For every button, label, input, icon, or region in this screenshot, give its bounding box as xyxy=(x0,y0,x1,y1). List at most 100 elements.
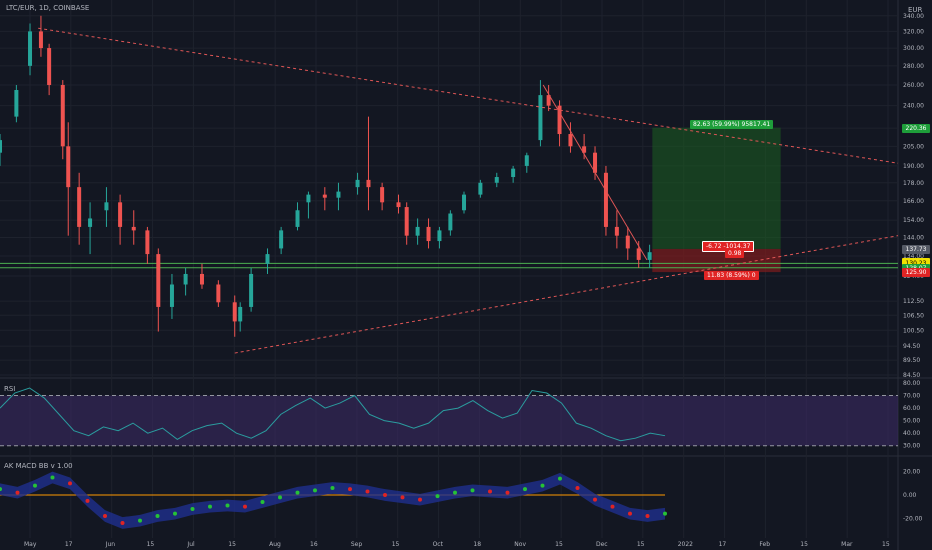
price-tick-label: 178.00 xyxy=(903,180,924,187)
macd-dot xyxy=(278,495,282,500)
candle-body xyxy=(404,207,409,236)
macd-title: AK MACD BB v 1.00 xyxy=(4,462,73,470)
candle-body xyxy=(366,179,371,188)
time-tick-label: 15 xyxy=(882,541,890,548)
price-tick-label: 280.00 xyxy=(903,63,924,70)
price-tick-label: 240.00 xyxy=(903,103,924,110)
candle-body xyxy=(199,273,204,285)
candle-body xyxy=(14,89,19,117)
macd-dot xyxy=(348,487,352,492)
price-tick-label: 320.00 xyxy=(903,28,924,35)
macd-dot xyxy=(225,503,230,508)
candle-body xyxy=(279,230,284,249)
candle-body xyxy=(156,254,161,307)
macd-dot xyxy=(610,504,615,509)
price-tick-label: 89.50 xyxy=(903,357,920,364)
candle-body xyxy=(538,95,543,141)
candle-body xyxy=(437,230,442,242)
macd-dot xyxy=(645,514,650,518)
candle-body xyxy=(462,194,467,211)
price-tick-label: 84.50 xyxy=(903,372,920,379)
candle-body xyxy=(614,226,619,236)
trendline xyxy=(234,235,899,354)
macd-dot xyxy=(243,504,247,509)
candle-body xyxy=(104,202,109,211)
macd-dot xyxy=(330,486,335,490)
macd-dot xyxy=(173,511,177,516)
trendline xyxy=(542,84,648,261)
macd-dot xyxy=(400,495,405,500)
macd-dot xyxy=(488,489,492,494)
candle-body xyxy=(232,302,237,322)
price-tick-label: 166.00 xyxy=(903,198,924,205)
price-tick-label: 112.50 xyxy=(903,298,924,305)
candle-body xyxy=(60,84,65,147)
time-tick-label: Oct xyxy=(433,541,444,548)
macd-dot xyxy=(593,497,597,502)
macd-dot xyxy=(295,490,300,495)
candle-body xyxy=(524,155,529,166)
price-tag: 137.73 xyxy=(902,244,930,254)
candle-body xyxy=(625,235,630,249)
stop-zone xyxy=(652,248,781,273)
macd-dot xyxy=(383,493,387,497)
macd-dot xyxy=(663,511,667,516)
macd-dot xyxy=(120,521,125,525)
rsi-tick-label: 30.00 xyxy=(903,443,920,450)
rsi-line xyxy=(0,387,666,442)
candle-body xyxy=(47,48,52,85)
price-tag: 125.90 xyxy=(902,268,930,278)
symbol-title: LTC/EUR, 1D, COINBASE xyxy=(6,4,90,12)
candle-body xyxy=(238,306,243,322)
candle-body xyxy=(118,202,123,227)
time-tick-label: May xyxy=(24,541,37,548)
time-tick-label: Dec xyxy=(596,541,608,548)
time-tick-label: 17 xyxy=(719,541,727,548)
candle-body xyxy=(306,194,311,203)
candle-body xyxy=(478,182,483,195)
macd-dot xyxy=(190,507,195,511)
macd-tick-label: 0.00 xyxy=(903,492,917,499)
candle-body xyxy=(28,31,33,66)
candle-body xyxy=(265,254,270,264)
macd-dot xyxy=(540,483,545,488)
macd-dot xyxy=(68,481,72,486)
currency-label: EUR xyxy=(908,6,923,14)
candle-body xyxy=(546,95,551,106)
macd-tick-label: -20.00 xyxy=(903,515,923,522)
price-tick-label: 100.50 xyxy=(903,327,924,334)
candle-body xyxy=(88,218,93,227)
price-tick-label: 134.00 xyxy=(903,253,924,260)
time-tick-label: 18 xyxy=(473,541,481,548)
macd-dot xyxy=(558,476,562,481)
time-tick-label: 15 xyxy=(800,541,808,548)
rsi-tick-label: 70.00 xyxy=(903,393,920,400)
candle-body xyxy=(145,230,150,255)
rsi-tick-label: 60.00 xyxy=(903,405,920,412)
time-tick-label: Jul xyxy=(186,541,195,548)
target-zone xyxy=(652,127,781,249)
time-tick-label: 15 xyxy=(228,541,236,548)
time-tick-label: 15 xyxy=(637,541,645,548)
time-tick-label: 15 xyxy=(555,541,563,548)
rsi-tick-label: 80.00 xyxy=(903,380,920,387)
time-tick-label: 15 xyxy=(147,541,155,548)
risk-label: 11.83 (8.59%) 0 xyxy=(704,271,759,280)
rsi-title: RSI xyxy=(4,385,16,393)
macd-dot xyxy=(33,483,37,488)
candle-body xyxy=(336,191,341,198)
time-tick-label: Jun xyxy=(105,541,116,548)
price-tag: 220.36 xyxy=(902,123,930,133)
candle-body xyxy=(593,152,598,173)
macd-dot xyxy=(523,487,527,492)
candle-body xyxy=(183,273,188,285)
candle-body xyxy=(355,179,360,188)
candle-body xyxy=(494,177,499,183)
macd-dot xyxy=(470,488,475,493)
macd-dot xyxy=(155,514,160,518)
stop-label-2: 0.98 xyxy=(725,249,745,258)
candle-body xyxy=(216,284,221,303)
macd-dot xyxy=(575,486,580,490)
